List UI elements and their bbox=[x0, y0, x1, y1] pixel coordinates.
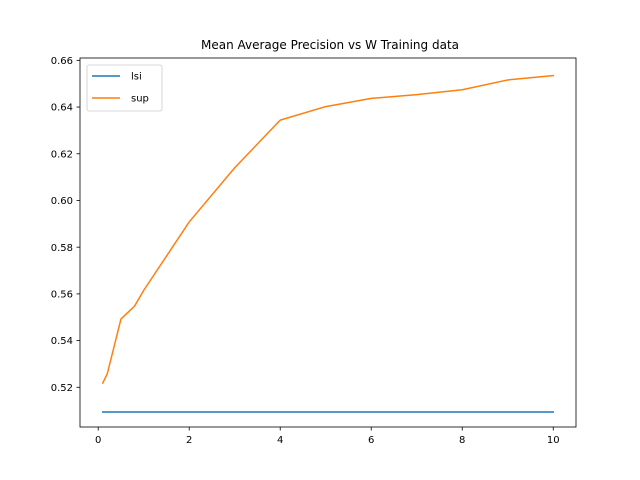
y-tick-label: 0.62 bbox=[51, 149, 73, 160]
y-axis-ticks: 0.52 0.54 0.56 0.58 0.60 0.62 0.64 0.66 bbox=[51, 56, 80, 394]
x-tick-label: 6 bbox=[368, 435, 374, 446]
plot-area: 0 2 4 6 8 10 0.52 0.54 0.56 0.58 0.60 0.62 0.64 0.66 bbox=[51, 56, 577, 446]
y-tick-label: 0.60 bbox=[51, 196, 73, 207]
legend-label-sup: sup bbox=[131, 94, 149, 105]
chart-title: Mean Average Precision vs W Training dat… bbox=[201, 38, 459, 52]
series-layer bbox=[101, 74, 555, 413]
x-tick-label: 10 bbox=[547, 435, 560, 446]
legend-box bbox=[86, 64, 163, 112]
y-tick-label: 0.56 bbox=[51, 289, 73, 300]
series-line-sup bbox=[101, 74, 555, 385]
x-tick-label: 8 bbox=[459, 435, 465, 446]
x-tick-label: 2 bbox=[186, 435, 192, 446]
y-tick-label: 0.54 bbox=[51, 336, 73, 347]
x-tick-label: 4 bbox=[277, 435, 283, 446]
x-tick-label: 0 bbox=[95, 435, 101, 446]
y-tick-label: 0.58 bbox=[51, 243, 73, 254]
legend: lsi sup bbox=[86, 64, 163, 112]
y-tick-label: 0.64 bbox=[51, 103, 73, 114]
x-axis-ticks: 0 2 4 6 8 10 bbox=[95, 427, 560, 446]
legend-label-lsi: lsi bbox=[131, 72, 142, 83]
y-tick-label: 0.52 bbox=[51, 383, 73, 394]
y-tick-label: 0.66 bbox=[51, 56, 73, 67]
axes-frame bbox=[79, 57, 577, 428]
